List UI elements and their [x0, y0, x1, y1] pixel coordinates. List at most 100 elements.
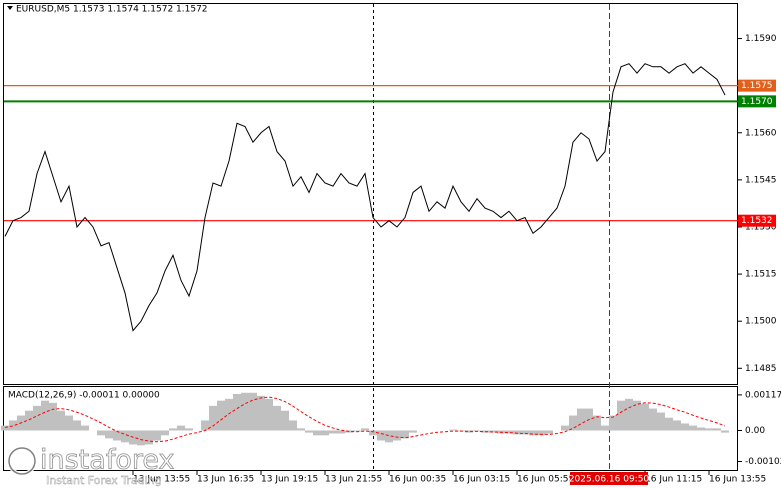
watermark-brand: instaforex: [40, 445, 174, 476]
histogram-bar: [153, 430, 161, 441]
histogram-bar: [593, 415, 601, 431]
histogram-bar: [209, 405, 217, 431]
x-tick-label: 13 Jun 13:55: [133, 475, 190, 485]
crosshair-label: 2025.06.16 09:50: [569, 475, 650, 485]
histogram-bar: [545, 430, 553, 434]
histogram-bar: [521, 430, 529, 435]
histogram-bar: [337, 430, 345, 434]
histogram-bar: [121, 430, 129, 443]
y-tick-label: 0.00: [745, 426, 765, 436]
histogram-bar: [25, 410, 33, 431]
histogram-bar: [449, 429, 457, 431]
x-tick-label: 13 Jun 16:35: [197, 475, 254, 485]
histogram-bar: [185, 428, 193, 431]
histogram-bar: [33, 405, 41, 431]
histogram-bar: [697, 427, 705, 431]
histogram-bar: [1, 425, 9, 431]
histogram-bar: [537, 430, 545, 436]
level-box: [738, 79, 776, 92]
histogram-bar: [161, 430, 169, 436]
histogram-bar: [65, 415, 73, 431]
histogram-bar: [529, 430, 537, 436]
histogram-bar: [169, 428, 177, 431]
histogram-bar: [385, 430, 393, 443]
histogram-bar: [601, 425, 609, 431]
y-tick-label: 1.1560: [745, 128, 777, 138]
histogram-bar: [273, 405, 281, 431]
histogram-bar: [465, 430, 473, 433]
histogram-bar: [657, 412, 665, 431]
histogram-bar: [97, 430, 105, 436]
histogram-bar: [649, 408, 657, 431]
histogram-bar: [105, 430, 113, 439]
histogram-bar: [329, 430, 337, 434]
histogram-bar: [369, 430, 377, 436]
x-tick-label: 13 Jun 19:15: [261, 475, 318, 485]
histogram-bar: [401, 430, 409, 439]
histogram-bar: [665, 417, 673, 431]
histogram-bar: [577, 408, 585, 431]
histogram-bar: [9, 420, 17, 431]
y-tick-label: 1.1530: [745, 222, 777, 232]
watermark-logo-ring: [8, 447, 36, 475]
x-tick-label: 16 Jun 03:15: [453, 475, 510, 485]
y-tick-label: 1.1500: [745, 317, 777, 327]
price-panel: [3, 3, 738, 385]
price-line: [4, 63, 726, 332]
histogram-bar: [633, 400, 641, 431]
histogram-bar: [721, 430, 729, 433]
histogram-bar: [201, 420, 209, 431]
histogram-bar: [41, 400, 49, 431]
histogram-bar: [409, 430, 417, 433]
histogram-bar: [713, 428, 721, 431]
histogram-bar: [689, 425, 697, 431]
histogram-bar: [265, 398, 273, 431]
histogram-bar: [313, 430, 321, 436]
plot-layer: 1.1590 1.1560 1.1545 1.1530 1.1515 1.1500 1.14…: [1, 34, 781, 485]
histogram-bar: [561, 425, 569, 431]
x-tick-label: 16 Jun 13:55: [709, 475, 766, 485]
histogram-bar: [569, 415, 577, 431]
y-tick-label: 0.00117: [745, 390, 781, 400]
histogram-bar: [513, 430, 521, 435]
macd-title: MACD(12,26,9) -0.00011 0.00000: [8, 391, 160, 401]
histogram-bar: [641, 403, 649, 431]
y-tick-label: 1.1590: [745, 34, 777, 44]
histogram-bar: [177, 425, 185, 431]
histogram-bar: [705, 428, 713, 431]
histogram-bar: [681, 423, 689, 431]
level-label: 1.1575: [741, 81, 773, 91]
level-box: [738, 95, 776, 108]
watermark-tagline: Instant Forex Trading: [46, 474, 162, 487]
histogram-bar: [489, 430, 497, 433]
y-tick-label: -0.00102: [745, 457, 781, 467]
histogram-bar: [321, 430, 329, 436]
histogram-bar: [145, 430, 153, 445]
histogram-bar: [505, 430, 513, 434]
histogram-bar: [233, 393, 241, 431]
histogram-bar: [249, 392, 257, 431]
histogram-bar: [137, 430, 145, 446]
histogram-bar: [305, 430, 313, 433]
level-label: 1.1570: [741, 97, 773, 107]
x-tick-label: 16 Jun 00:35: [389, 475, 446, 485]
histogram-bar: [353, 430, 361, 432]
watermark: instaforex Instant Forex Trading: [7, 444, 175, 487]
histogram-bar: [609, 415, 617, 431]
histogram-bar: [241, 392, 249, 431]
histogram-bar: [57, 410, 65, 431]
level-box: [738, 214, 776, 227]
x-tick-label: 13 Jun 21:55: [325, 475, 382, 485]
histogram-bar: [377, 430, 385, 441]
histogram-bar: [113, 430, 121, 441]
histogram-bar: [281, 410, 289, 431]
y-tick-label: 1.1545: [745, 175, 777, 185]
histogram-bar: [257, 395, 265, 431]
histogram-bar: [217, 400, 225, 431]
chart-title: EURUSD,M5 1.1573 1.1574 1.1572 1.1572: [16, 5, 208, 15]
histogram-bar: [617, 400, 625, 431]
header-arrow: [7, 6, 13, 10]
y-tick-label: 1.1485: [745, 364, 777, 374]
